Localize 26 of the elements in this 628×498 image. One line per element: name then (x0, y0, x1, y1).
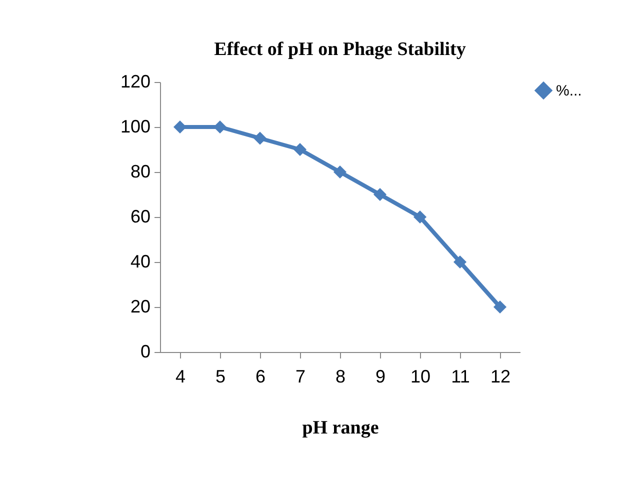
x-tick-label: 4 (175, 366, 186, 386)
point (493, 300, 507, 314)
x-tick-label: 7 (295, 366, 306, 386)
y-tick-label: 20 (130, 296, 150, 316)
y-tick-label: 80 (130, 162, 150, 182)
y-tick-label: 120 (120, 72, 150, 92)
y-tick-label: 100 (120, 116, 150, 136)
point (253, 132, 267, 145)
point (293, 142, 307, 156)
point (453, 255, 467, 269)
chart-title: Effect of pH on Phage Stability (214, 39, 466, 60)
x-tick-label: 11 (451, 366, 470, 386)
point (413, 210, 427, 224)
legend-label: %... (556, 82, 582, 100)
x-tick-label: 10 (410, 366, 431, 386)
x-tick-label: 9 (375, 366, 386, 386)
x-tick-label: 6 (255, 366, 266, 386)
x-tick-label: 5 (215, 366, 226, 386)
x-tick-label: 12 (490, 366, 511, 386)
y-tick-label: 0 (140, 342, 150, 362)
y-tick-label: 40 (130, 252, 150, 272)
point (373, 188, 387, 202)
x-axis-title: pH range (302, 418, 379, 438)
x-tick-label: 8 (335, 366, 346, 386)
y-tick-label: 60 (130, 206, 150, 226)
point (333, 165, 347, 179)
